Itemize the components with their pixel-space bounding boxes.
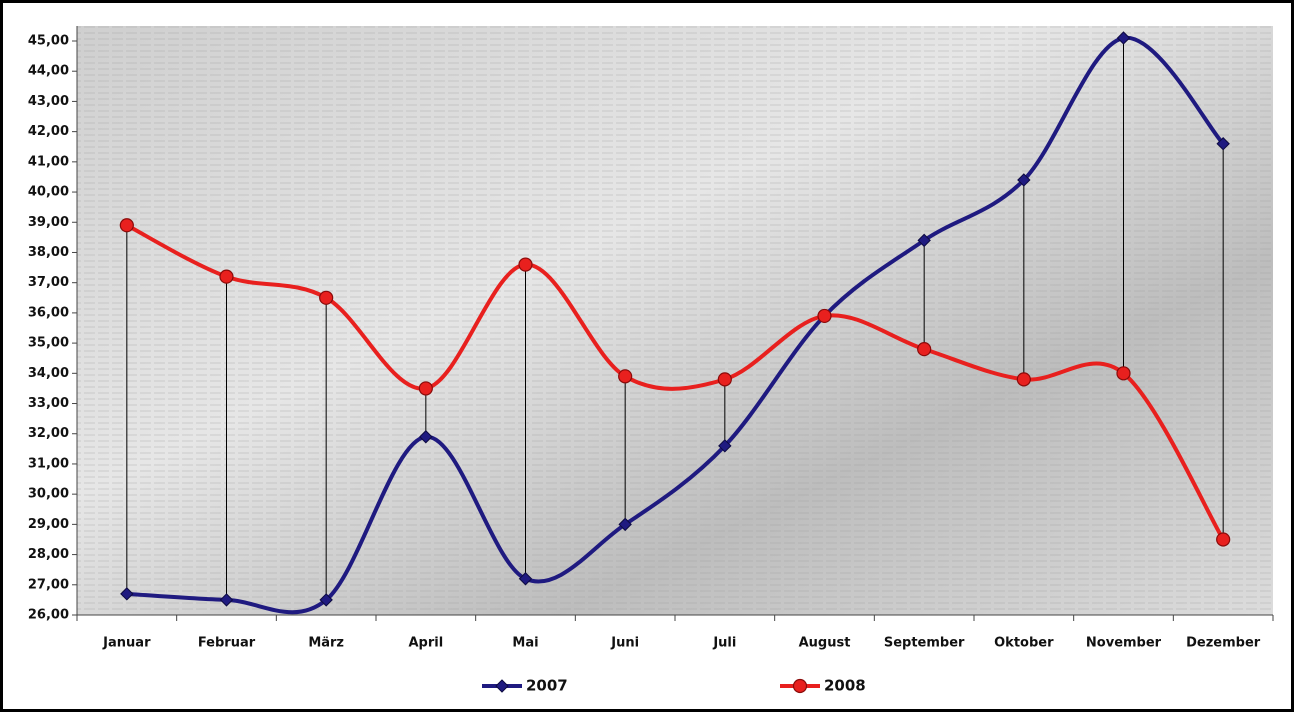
x-tick-label: April [408, 636, 443, 651]
y-tick-label: 35,00 [28, 336, 69, 351]
x-tick-label: Juni [610, 636, 639, 651]
data-point [319, 290, 334, 305]
x-tick-label: August [799, 636, 851, 651]
y-tick-label: 38,00 [28, 245, 69, 260]
data-point [119, 218, 134, 233]
y-tick-label: 30,00 [28, 487, 69, 502]
x-tick-label: Oktober [994, 636, 1054, 651]
y-tick-label: 33,00 [28, 396, 69, 411]
y-tick-label: 45,00 [28, 34, 69, 49]
y-tick-label: 29,00 [28, 517, 69, 532]
y-tick-label: 39,00 [28, 215, 69, 230]
y-tick-label: 26,00 [28, 608, 69, 623]
legend-label: 2008 [824, 677, 866, 695]
x-tick-label: Mai [512, 636, 538, 651]
data-point [319, 593, 333, 607]
data-point [219, 269, 234, 284]
y-tick-label: 37,00 [28, 275, 69, 290]
y-tick-label: 28,00 [28, 547, 69, 562]
y-tick-label: 41,00 [28, 154, 69, 169]
data-point [718, 439, 732, 453]
x-tick-label: Dezember [1186, 636, 1261, 651]
data-point [917, 342, 932, 357]
y-tick-label: 32,00 [28, 426, 69, 441]
data-point [518, 572, 533, 586]
data-point [1016, 372, 1031, 387]
data-point [518, 257, 533, 272]
y-tick-label: 34,00 [28, 366, 69, 381]
y-tick-label: 40,00 [28, 185, 69, 200]
x-tick-label: November [1086, 636, 1162, 651]
x-tick-label: Februar [198, 636, 256, 651]
data-point [1216, 532, 1231, 547]
y-tick-label: 42,00 [28, 124, 69, 139]
y-tick-label: 31,00 [28, 456, 69, 471]
data-point [1116, 31, 1131, 45]
data-point [120, 587, 134, 601]
data-point [1116, 366, 1131, 381]
x-tick-label: Juli [712, 636, 736, 651]
data-point [1017, 173, 1031, 187]
legend-marker [495, 679, 509, 693]
y-tick-label: 43,00 [28, 94, 69, 109]
data-point [618, 369, 633, 384]
y-tick-label: 36,00 [28, 305, 69, 320]
x-tick-label: September [884, 636, 965, 651]
background-texture [77, 26, 1273, 615]
x-tick-label: Januar [102, 636, 151, 651]
data-point [219, 593, 234, 607]
data-point [1216, 137, 1230, 151]
data-point [418, 381, 433, 396]
data-point [917, 233, 931, 248]
y-tick-label: 27,00 [28, 577, 69, 592]
data-point [419, 430, 433, 444]
data-point [618, 517, 632, 532]
legend-marker [792, 678, 808, 694]
series-line [126, 35, 1225, 615]
data-point [717, 372, 732, 387]
x-tick-label: März [308, 636, 344, 651]
legend-label: 2007 [526, 677, 568, 695]
data-point [817, 308, 832, 324]
y-tick-label: 44,00 [28, 64, 69, 79]
